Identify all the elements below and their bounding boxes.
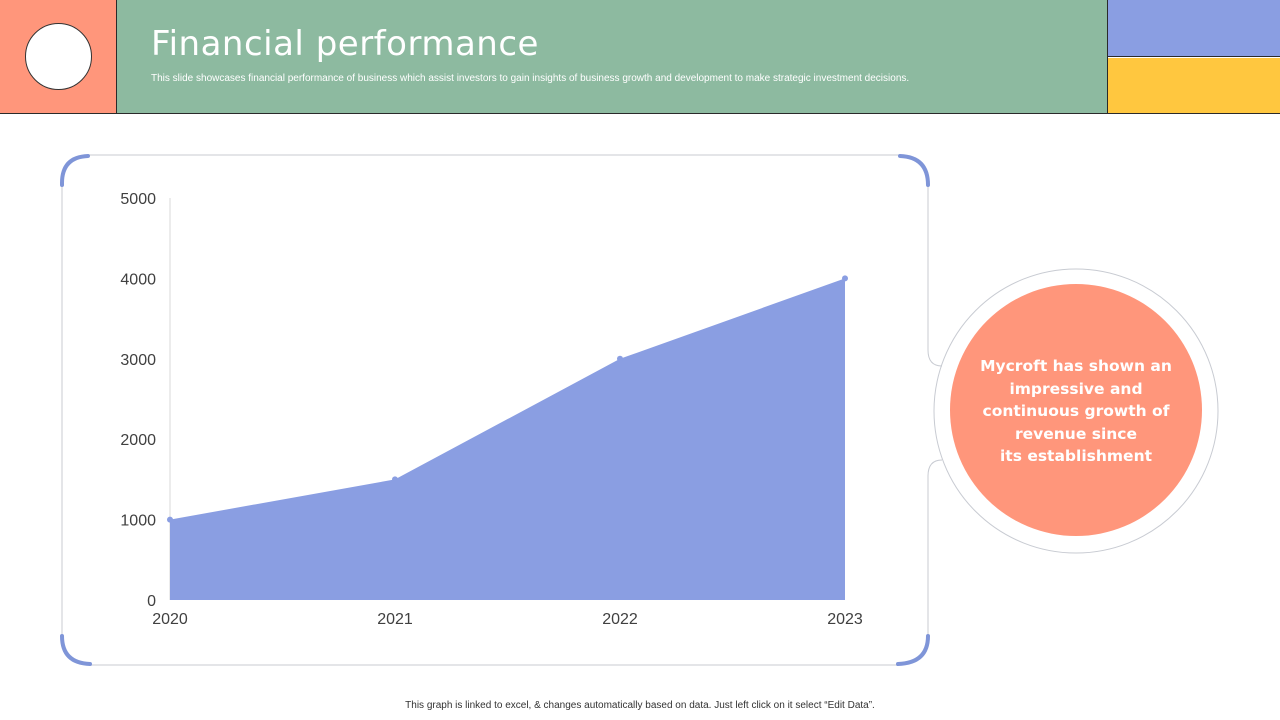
y-tick-label: 3000 [120, 352, 156, 369]
x-tick-label: 2023 [827, 611, 863, 628]
header-circle-decoration [25, 23, 92, 90]
slide-header: Financial performance This slide showcas… [0, 0, 1280, 114]
header-yellow-block [1108, 58, 1280, 113]
area-series[interactable] [170, 278, 845, 600]
y-tick-label: 0 [147, 593, 156, 610]
y-tick-label: 1000 [120, 513, 156, 530]
y-tick-label: 5000 [120, 191, 156, 208]
y-tick-label: 2000 [120, 432, 156, 449]
data-point[interactable] [617, 355, 623, 362]
page-title: Financial performance [151, 24, 539, 64]
frame-corner-bottom-left [60, 634, 92, 666]
header-blue-block [1108, 0, 1280, 57]
frame-corner-top-left [60, 154, 90, 187]
summary-outer-ring [933, 268, 1219, 554]
chart-frame [60, 154, 1219, 666]
header-accent-block [0, 0, 117, 113]
data-point[interactable] [392, 476, 398, 483]
x-tick-label: 2021 [377, 611, 413, 628]
summary-circle [950, 284, 1202, 536]
frame-corner-top-right [898, 154, 930, 187]
y-tick-label: 4000 [120, 271, 156, 288]
page-subtitle: This slide showcases financial performan… [151, 73, 910, 84]
x-tick-label: 2022 [602, 611, 638, 628]
footnote: This graph is linked to excel, & changes… [405, 700, 875, 711]
x-tick-label: 2020 [152, 611, 188, 628]
plot-area: 0 1000 2000 3000 4000 5000 2020 2021 2022 2023 [120, 191, 862, 628]
data-point[interactable] [842, 275, 848, 282]
data-point[interactable] [167, 516, 173, 523]
frame-corner-bottom-right [896, 634, 930, 666]
header-title-band: Financial performance This slide showcas… [117, 0, 1108, 113]
summary-text: Mycroft has shown an impressive and cont… [980, 357, 1172, 465]
